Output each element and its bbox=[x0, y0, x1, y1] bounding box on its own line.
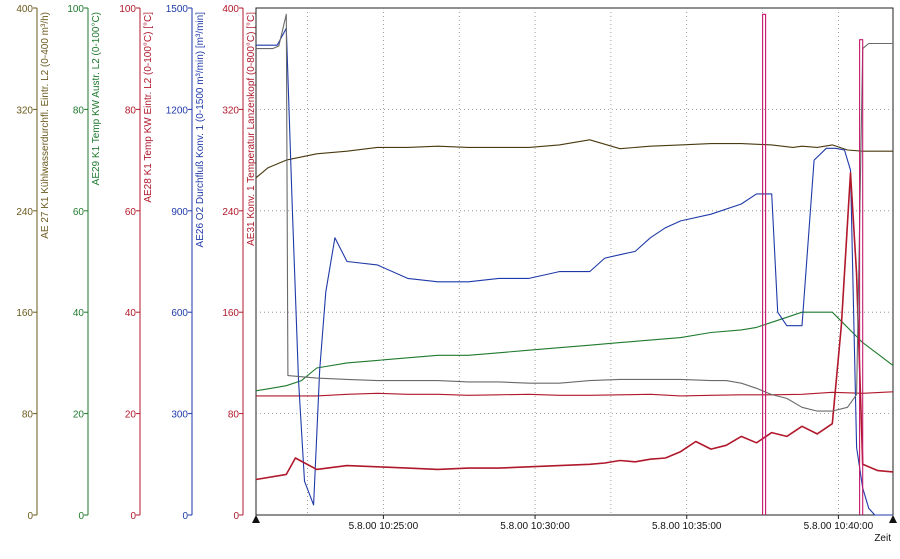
x-start-marker bbox=[252, 515, 260, 523]
y-tick-label: 100 bbox=[119, 4, 136, 15]
y-tick-label: 20 bbox=[125, 410, 137, 421]
series-line-2 bbox=[256, 391, 894, 397]
y-axis-ae26: 0 300 600 900 1200 1500 AE26 O2 Durchfluß Konv… bbox=[166, 4, 206, 522]
y-tick-label: 60 bbox=[73, 207, 85, 218]
x-end-marker bbox=[889, 515, 897, 523]
series-line-1 bbox=[255, 311, 894, 392]
y-tick-label: 20 bbox=[73, 410, 85, 421]
y-tick-label: 300 bbox=[171, 410, 188, 421]
y-tick-label: 1500 bbox=[166, 4, 189, 15]
y-tick-label: 80 bbox=[228, 410, 240, 421]
y-tick-label: 80 bbox=[22, 410, 34, 421]
series-line-6 bbox=[762, 13, 767, 515]
y-tick-label: 60 bbox=[125, 207, 137, 218]
y-tick-label: 320 bbox=[16, 105, 33, 116]
y-tick-label: 80 bbox=[125, 105, 137, 116]
series-line-4 bbox=[255, 172, 894, 481]
y-tick-label: 600 bbox=[171, 308, 188, 319]
y-axis-ae27: 0 80 160 240 320 400 AE 27 K1 Kühlwasserdurchf… bbox=[16, 4, 51, 522]
y-tick-label: 80 bbox=[73, 105, 85, 116]
y-tick-label: 0 bbox=[78, 511, 84, 522]
x-tick-label: 5.8.00 10:40:00 bbox=[804, 521, 874, 532]
y-axis-label: AE28 K1 Temp KW Eintr. L2 (0-100°C) [°C] bbox=[143, 12, 154, 203]
series-line-3 bbox=[256, 27, 893, 516]
x-tick-label: 5.8.00 10:25:00 bbox=[349, 521, 419, 532]
x-tick-label: 5.8.00 10:35:00 bbox=[652, 521, 722, 532]
y-axis-label: AE 27 K1 Kühlwasserdurchfl. Eintr. L2 (0… bbox=[40, 12, 51, 239]
x-axis-label: Zeit bbox=[874, 533, 891, 544]
y-tick-label: 0 bbox=[130, 511, 136, 522]
y-tick-label: 160 bbox=[16, 308, 33, 319]
y-axis-label: AE26 O2 Durchfluß Konv. 1 (0-1500 m³/min… bbox=[195, 12, 206, 248]
x-axis: 5.8.00 10:25:00 5.8.00 10:30:00 5.8.00 10:… bbox=[252, 515, 897, 544]
y-tick-label: 40 bbox=[73, 308, 85, 319]
x-tick-label: 5.8.00 10:30:00 bbox=[500, 521, 570, 532]
series-line-5 bbox=[256, 13, 893, 412]
y-tick-label: 40 bbox=[125, 308, 137, 319]
y-axis-label: AE29 K1 Temp KW Austr. L2 (0-100°C) bbox=[91, 12, 102, 185]
y-tick-label: 400 bbox=[16, 4, 33, 15]
y-tick-label: 100 bbox=[67, 4, 84, 15]
plot-area bbox=[255, 7, 894, 516]
series-line-0 bbox=[255, 139, 893, 179]
y-tick-label: 400 bbox=[222, 4, 239, 15]
y-tick-label: 0 bbox=[182, 511, 188, 522]
y-tick-label: 900 bbox=[171, 207, 188, 218]
y-tick-label: 320 bbox=[222, 105, 239, 116]
y-tick-label: 240 bbox=[222, 207, 239, 218]
y-axis-label: AE31 Konv. 1 Temperatur Lanzenkopf (0-80… bbox=[246, 12, 257, 246]
y-tick-label: 240 bbox=[16, 207, 33, 218]
series-line-7 bbox=[859, 39, 864, 515]
y-axis-ae29: 0 20 40 60 80 100 AE29 K1 Temp KW Austr. L2 (0… bbox=[67, 4, 102, 522]
y-tick-label: 0 bbox=[233, 511, 239, 522]
y-tick-label: 0 bbox=[27, 511, 33, 522]
y-tick-label: 160 bbox=[222, 308, 239, 319]
y-tick-label: 1200 bbox=[166, 105, 189, 116]
y-axis-ae31: 0 80 160 240 320 400 AE31 Konv. 1 Temperatur L… bbox=[222, 4, 257, 522]
plot-frame bbox=[255, 7, 894, 516]
y-axis-ae28: 0 20 40 60 80 100 AE28 K1 Temp KW Eintr. L2 (0… bbox=[119, 4, 154, 522]
